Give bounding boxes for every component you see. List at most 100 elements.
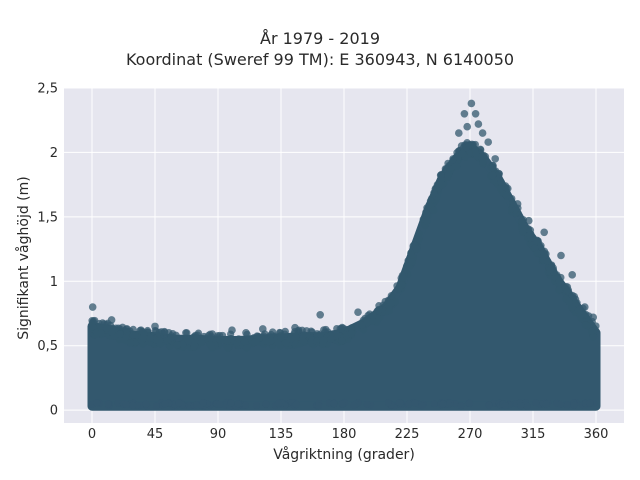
data-point — [592, 322, 600, 330]
data-point — [526, 226, 535, 234]
data-point — [546, 265, 554, 274]
x-tick-label: 180 — [332, 427, 357, 442]
data-point — [274, 399, 283, 408]
data-point — [142, 400, 150, 408]
data-point — [542, 250, 550, 258]
data-point — [314, 402, 323, 410]
data-point — [542, 400, 550, 408]
data-point — [555, 286, 563, 294]
data-point — [471, 109, 480, 118]
data-point — [589, 313, 597, 322]
data-point — [384, 399, 392, 407]
data-point — [354, 308, 362, 316]
data-point — [255, 334, 263, 342]
data-point — [444, 170, 453, 178]
data-point — [533, 249, 541, 257]
data-point — [394, 285, 403, 293]
data-point — [327, 335, 335, 343]
data-point — [568, 291, 576, 299]
data-point — [453, 162, 461, 171]
data-point — [104, 400, 112, 408]
data-point — [182, 329, 190, 337]
data-point — [565, 298, 573, 306]
data-point — [405, 400, 413, 408]
data-point — [242, 329, 250, 337]
data-point — [539, 256, 547, 264]
data-point — [338, 337, 346, 345]
data-point — [197, 338, 205, 347]
data-point — [399, 274, 407, 282]
data-point — [252, 401, 260, 410]
data-point — [563, 401, 571, 409]
data-point — [175, 399, 183, 407]
data-point — [178, 340, 187, 348]
data-point — [103, 324, 111, 332]
data-point — [129, 325, 137, 333]
x-tick-label: 0 — [88, 427, 96, 442]
data-point — [555, 278, 564, 286]
x-tick-label: 45 — [147, 427, 164, 442]
data-point — [474, 120, 483, 128]
data-point — [228, 326, 236, 335]
data-point — [267, 330, 275, 339]
data-point — [200, 332, 208, 341]
data-point — [396, 399, 404, 407]
data-point — [402, 266, 410, 274]
data-point — [517, 218, 526, 226]
data-point — [259, 325, 267, 333]
data-point — [504, 184, 512, 193]
y-tick-label: 1 — [50, 275, 58, 290]
data-point — [466, 399, 474, 407]
data-point — [262, 400, 270, 408]
data-point — [316, 310, 325, 319]
data-point — [350, 401, 358, 410]
data-point — [299, 337, 308, 345]
data-point — [570, 401, 578, 409]
data-point — [93, 399, 101, 407]
data-point — [497, 185, 505, 193]
data-point — [457, 402, 465, 410]
data-point — [199, 398, 207, 407]
data-point — [172, 331, 180, 340]
data-point — [88, 303, 97, 311]
data-point — [411, 399, 419, 407]
data-point — [582, 310, 590, 319]
data-point — [426, 197, 435, 205]
data-point — [438, 180, 446, 189]
data-point — [151, 322, 159, 331]
data-point — [537, 242, 545, 250]
data-point — [472, 150, 480, 158]
data-point — [408, 258, 416, 266]
data-point — [375, 305, 383, 314]
data-point — [114, 399, 122, 407]
data-point — [457, 142, 466, 150]
data-point — [484, 138, 493, 146]
data-point — [489, 161, 497, 170]
data-point — [358, 321, 366, 329]
data-point — [568, 271, 576, 279]
data-point — [369, 312, 377, 320]
data-point — [502, 191, 510, 199]
data-point — [242, 344, 251, 352]
data-point — [190, 342, 199, 350]
data-point — [330, 400, 338, 408]
x-tick-label: 225 — [395, 427, 420, 442]
data-point — [338, 400, 346, 408]
data-point — [216, 400, 224, 408]
data-point — [107, 316, 116, 324]
data-point — [439, 400, 447, 408]
chart-subtitle: Koordinat (Sweref 99 TM): E 360943, N 61… — [125, 50, 515, 69]
y-tick-label: 1,5 — [37, 210, 58, 225]
data-point — [387, 299, 396, 307]
data-point — [488, 171, 497, 179]
data-point — [491, 155, 500, 163]
data-point — [227, 399, 235, 407]
data-point — [449, 155, 458, 163]
data-point — [152, 402, 160, 410]
data-point — [540, 228, 548, 237]
data-point — [173, 341, 181, 349]
data-point — [122, 400, 130, 409]
x-axis-label: Vågriktning (grader) — [273, 447, 415, 463]
data-point — [556, 400, 565, 408]
data-point — [184, 337, 193, 345]
